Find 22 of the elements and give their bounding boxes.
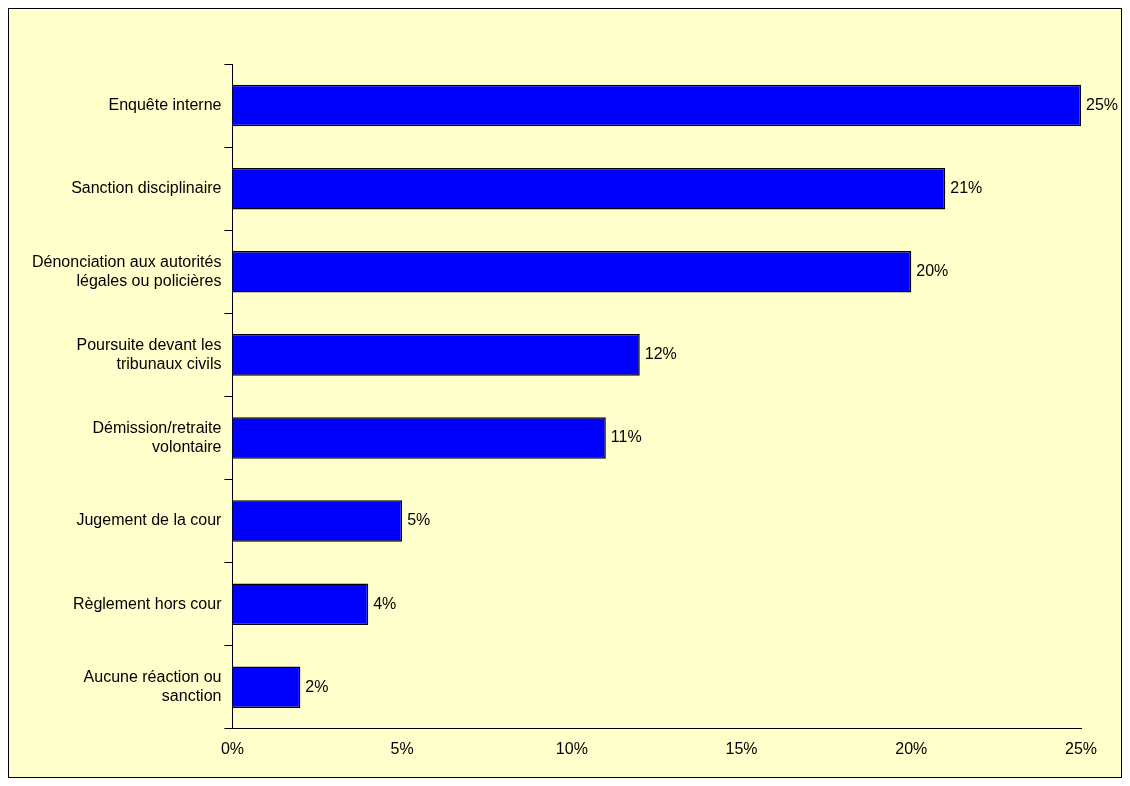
- x-tick-label: 15%: [725, 739, 758, 757]
- data-label: 12%: [644, 345, 677, 363]
- y-tick-label: Règlement hors cour: [72, 594, 223, 612]
- data-label: 5%: [407, 511, 431, 529]
- x-tick-label: 20%: [895, 739, 928, 757]
- data-label: 2%: [305, 677, 329, 695]
- x-tick-label: 0%: [220, 739, 245, 757]
- data-label: 25%: [1086, 95, 1119, 113]
- y-tick-label: Sanction disciplinaire: [71, 179, 222, 197]
- y-tick-label: Démission/retraite volontaire: [92, 418, 222, 455]
- y-tick-label: Dénonciation aux autorités légales ou policières: [32, 252, 222, 289]
- y-tick-label: Enquête interne: [108, 95, 222, 113]
- data-label: 11%: [610, 428, 642, 446]
- data-label: 4%: [373, 594, 397, 612]
- data-label: 20%: [916, 262, 949, 280]
- x-tick-label: 10%: [555, 739, 588, 757]
- x-tick-label: 25%: [1064, 739, 1098, 757]
- y-tick-label: Aucune réaction ou sanction: [83, 668, 222, 705]
- y-tick-label: Jugement de la cour: [76, 511, 223, 529]
- x-tick-label: 5%: [390, 739, 414, 757]
- data-label: 21%: [950, 179, 983, 197]
- y-tick-label: Poursuite devant les tribunaux civils: [76, 335, 222, 372]
